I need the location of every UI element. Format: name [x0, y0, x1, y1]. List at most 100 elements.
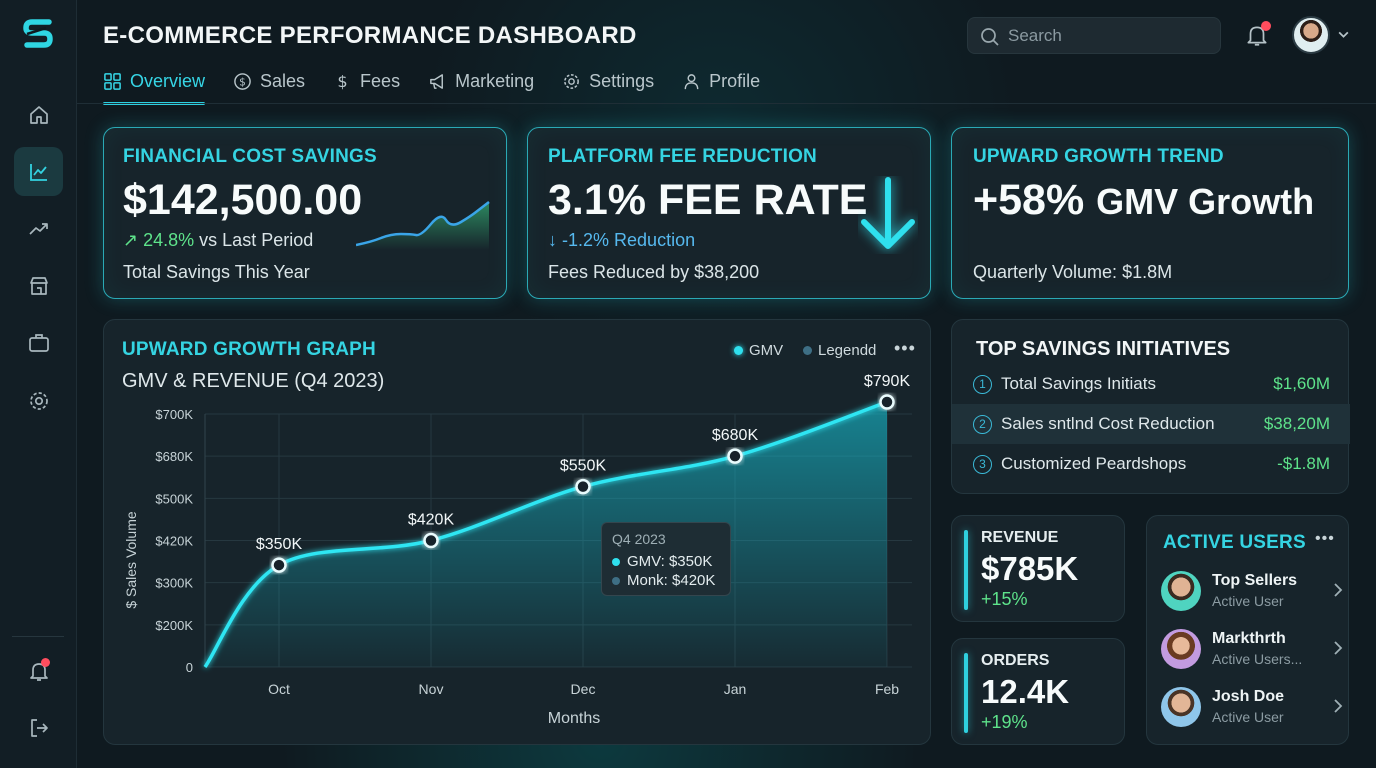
more-options-icon[interactable]: ••• — [894, 338, 916, 358]
user-row[interactable]: Markthrth Active Users... — [1161, 626, 1343, 672]
trend-up-arrow-icon: ↗ — [123, 230, 139, 250]
header-divider — [77, 103, 1376, 104]
arrow-down-icon: ↓ — [548, 230, 557, 250]
revenue-stat-card[interactable]: REVENUE $785K +15% — [951, 515, 1125, 622]
y-axis-label: $ Sales Volume — [123, 511, 139, 608]
graph-card-title: UPWARD GROWTH GRAPH — [122, 339, 376, 360]
gear-icon — [564, 73, 580, 89]
y-tick-label: $300K — [155, 576, 193, 591]
data-point[interactable] — [575, 478, 591, 495]
data-point[interactable] — [271, 557, 287, 573]
user-icon — [684, 73, 699, 89]
sidebar-logout-button[interactable] — [14, 703, 63, 752]
legend-item-gmv[interactable]: GMV — [734, 342, 783, 359]
user-role: Active User — [1212, 593, 1284, 609]
home-icon — [29, 105, 48, 124]
user-name: Top Sellers — [1212, 572, 1298, 589]
svg-text:$: $ — [337, 72, 347, 91]
orders-stat-card[interactable]: ORDERS 12.4K +19% — [951, 638, 1125, 745]
data-point[interactable] — [879, 394, 895, 410]
kpi-note: Quarterly Volume: $1.8M — [973, 262, 1173, 282]
tab-bar: Overview $ Sales $ Fees Marketing Settin… — [103, 66, 788, 105]
kpi-delta-suffix: vs Last Period — [199, 230, 314, 250]
trending-up-icon — [28, 222, 48, 235]
initiative-row[interactable]: 2 Sales ѕntlnd Cost Reduction $38,20M — [952, 404, 1350, 444]
sidebar-settings-button[interactable] — [14, 376, 63, 425]
avatar — [1161, 629, 1201, 669]
tab-overview[interactable]: Overview — [103, 66, 206, 105]
dollar-icon: $ — [337, 72, 347, 91]
initiative-number: 2 — [973, 414, 992, 434]
sidebar-trends-button[interactable] — [14, 204, 63, 253]
tab-label: Sales — [260, 70, 306, 91]
stat-value: 12.4K — [981, 673, 1070, 710]
sidebar-notifications-button[interactable] — [14, 646, 63, 695]
tab-marketing[interactable]: Marketing — [428, 66, 534, 96]
x-tick-label: Feb — [875, 681, 899, 697]
user-avatar[interactable] — [1292, 16, 1330, 54]
kpi-card-fee[interactable]: PLATFORM FEE REDUCTION 3.1% FEE RATE ↓ -… — [527, 127, 931, 299]
data-label: $680K — [712, 427, 759, 444]
briefcase-icon — [28, 333, 49, 352]
initiative-label: Sales ѕntlnd Cost Reduction — [1001, 414, 1215, 433]
store-icon — [29, 276, 48, 295]
kpi-card-savings[interactable]: FINANCIAL COST SAVINGS $142,500.00 ↗ 24.… — [103, 127, 507, 299]
more-options-icon[interactable]: ••• — [1315, 530, 1335, 547]
data-point[interactable] — [423, 532, 439, 549]
tab-settings[interactable]: Settings — [562, 66, 654, 96]
tooltip-line: GMV: $350K — [612, 553, 720, 570]
initiative-row[interactable]: 3 Customized Peardshops -$1.8M — [952, 444, 1350, 484]
active-users-title: ACTIVE USERS — [1163, 532, 1306, 553]
down-arrow-icon — [861, 177, 915, 249]
legend-dot — [803, 346, 812, 355]
bell-icon — [1247, 26, 1267, 46]
sidebar-analytics-button[interactable] — [14, 147, 63, 196]
tooltip-line-text: GMV: $350K — [627, 553, 713, 570]
sidebar-home-button[interactable] — [14, 90, 63, 139]
search-input[interactable]: Search — [967, 17, 1221, 54]
y-tick-label: $500K — [155, 491, 193, 506]
kpi-value: $142,500.00 — [123, 176, 363, 224]
kpi-title: PLATFORM FEE REDUCTION — [548, 146, 817, 167]
tab-label: Profile — [709, 70, 761, 91]
tooltip-title: Q4 2023 — [612, 531, 666, 547]
y-tick-label: $200K — [155, 618, 193, 633]
x-axis-label: Months — [548, 710, 600, 727]
chevron-down-icon[interactable] — [1337, 28, 1350, 41]
stat-label: REVENUE — [981, 529, 1059, 546]
sidebar-store-button[interactable] — [14, 261, 63, 310]
gear-icon — [29, 391, 48, 410]
initiative-label: Customized Peardshops — [1001, 454, 1187, 473]
tab-fees[interactable]: $ Fees — [333, 66, 400, 96]
page-title: E-COMMERCE PERFORMANCE DASHBOARD — [103, 22, 637, 49]
kpi-note: Total Savings This Year — [123, 262, 310, 282]
tab-profile[interactable]: Profile — [682, 66, 760, 96]
legend-item-legendd[interactable]: Legendd — [803, 342, 876, 359]
initiative-label: Total Savings Initiats — [1001, 374, 1156, 393]
user-role: Active Users... — [1212, 651, 1303, 667]
search-placeholder: Search — [1008, 25, 1062, 45]
x-tick-label: Oct — [268, 681, 290, 697]
kpi-card-growth[interactable]: UPWARD GROWTH TREND +58% GMV Growth Quar… — [951, 127, 1349, 299]
tab-label: Settings — [589, 70, 655, 91]
initiative-row[interactable]: 1 Total Savings Initiats $1,60M — [952, 364, 1350, 404]
grid-icon — [104, 72, 121, 90]
tab-label: Overview — [130, 70, 206, 91]
header-notifications-button[interactable] — [1244, 21, 1271, 48]
data-point[interactable] — [727, 448, 743, 464]
brand-logo-icon[interactable] — [22, 18, 54, 52]
top-savings-initiatives-card: TOP SAVINGS INITIATIVES 1 Total Savings … — [951, 319, 1350, 494]
user-row[interactable]: Josh Doe Active User — [1161, 684, 1343, 730]
user-row[interactable]: Top Sellers Active User — [1161, 568, 1343, 614]
line-chart: 0 $200K $300K $420K $500K $680K $700K Oct Nov De… — [123, 373, 912, 727]
y-tick-label: $420K — [155, 534, 193, 549]
sidebar-briefcase-button[interactable] — [14, 318, 63, 367]
bell-icon — [29, 662, 48, 681]
initiative-value: -$1.8M — [1277, 454, 1330, 473]
tab-sales[interactable]: $ Sales — [233, 66, 305, 96]
y-tick-label: $700K — [155, 407, 193, 422]
tooltip-line-text: Monk: $420K — [627, 572, 716, 589]
initiatives-title: TOP SAVINGS INITIATIVES — [976, 338, 1231, 360]
tab-label: Fees — [360, 70, 401, 91]
megaphone-icon — [430, 73, 444, 89]
